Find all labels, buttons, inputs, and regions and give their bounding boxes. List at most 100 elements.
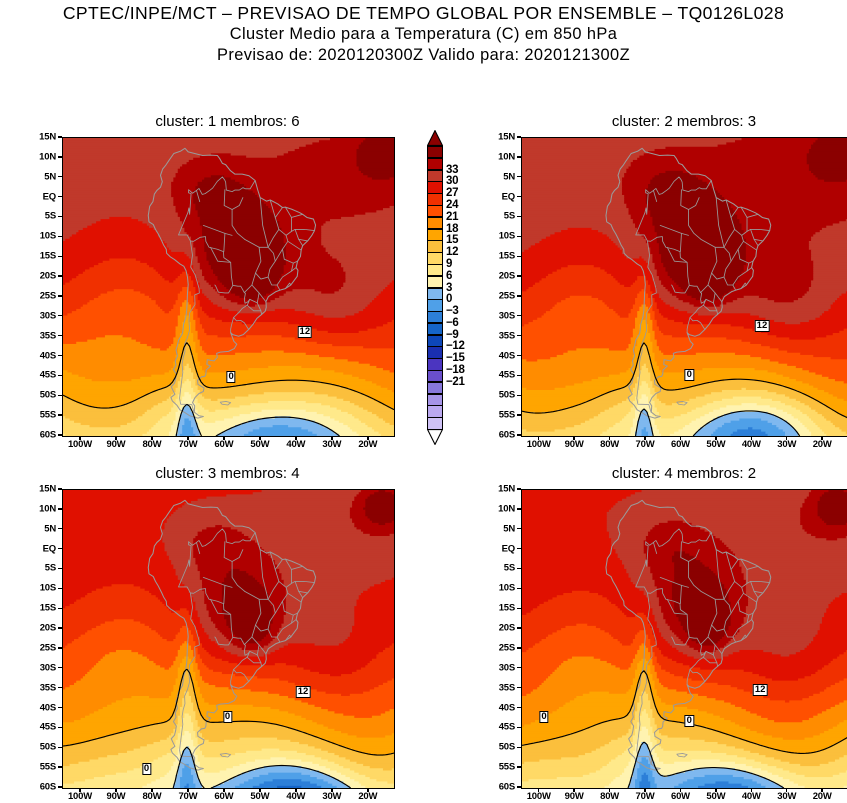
x-axis-label: 30W	[322, 791, 342, 802]
plot-area-cluster-2[interactable]	[521, 137, 847, 437]
y-axis-label: 45S	[498, 369, 516, 381]
x-tick	[573, 788, 575, 792]
colorbar-tick-label: 0	[446, 293, 453, 306]
y-axis-label: 25S	[39, 290, 57, 302]
colorbar-band	[427, 417, 443, 430]
y-axis-label: 20S	[498, 270, 516, 282]
y-axis-label: 15N	[498, 483, 515, 495]
y-axis-label: 35S	[39, 330, 57, 342]
colorbar-band	[427, 216, 443, 230]
y-tick	[517, 766, 521, 768]
x-tick	[821, 436, 823, 440]
colorbar-tick-label: 30	[446, 175, 459, 188]
contour-label: 0	[226, 371, 236, 384]
colorbar-band	[427, 370, 443, 383]
y-tick	[58, 334, 62, 337]
colorbar-tick-label: −6	[446, 316, 459, 329]
x-tick	[608, 788, 611, 792]
y-tick	[517, 156, 521, 158]
y-axis-label: 60S	[498, 429, 516, 441]
y-tick	[58, 607, 62, 609]
x-axis-label: 70W	[178, 439, 198, 450]
colorbar-band	[427, 405, 443, 418]
y-tick	[58, 414, 62, 416]
contour-label: 12	[752, 683, 768, 696]
colorbar-band	[427, 381, 443, 395]
x-axis-label: 20W	[358, 791, 378, 802]
colorbar-tick-label: 24	[446, 198, 459, 211]
y-tick	[517, 354, 521, 357]
y-tick	[58, 528, 62, 530]
x-axis-label: 100W	[67, 439, 92, 450]
x-tick	[187, 436, 189, 440]
y-tick	[58, 295, 62, 297]
x-axis-label: 100W	[67, 791, 92, 802]
y-axis-label: 5S	[503, 562, 515, 574]
y-tick	[58, 374, 62, 377]
y-tick	[517, 567, 521, 570]
colorbar-tick-label: 15	[446, 234, 459, 247]
colorbar-band	[427, 204, 443, 218]
x-axis-label: 90W	[564, 791, 584, 802]
y-axis-label: 10S	[39, 230, 57, 242]
x-axis-label: 30W	[322, 439, 342, 450]
y-axis-label: 30S	[39, 662, 57, 674]
x-tick	[750, 788, 753, 792]
y-tick	[517, 607, 521, 609]
y-axis-label: 40S	[39, 702, 57, 714]
x-tick	[187, 788, 189, 792]
colorbar-tick-label: 12	[446, 246, 459, 259]
y-axis-label: 55S	[498, 761, 516, 773]
y-axis-label: 30S	[498, 662, 516, 674]
contour-label: 0	[684, 369, 694, 382]
y-axis-label: 60S	[39, 781, 57, 793]
x-tick	[786, 436, 788, 440]
x-axis-label: 20W	[812, 439, 832, 450]
y-axis-label: 10S	[498, 230, 516, 242]
y-axis-label: 5N	[44, 523, 56, 535]
x-tick	[786, 788, 788, 792]
x-axis-label: 90W	[564, 439, 584, 450]
colorbar-band	[427, 393, 443, 407]
y-axis-label: 10N	[39, 503, 56, 515]
temperature-field-cluster-4	[522, 490, 847, 788]
plot-area-cluster-4[interactable]	[521, 489, 847, 789]
colorbar-tick-label: 33	[446, 163, 459, 176]
y-tick	[58, 434, 62, 436]
colorbar-tick-label: −12	[446, 340, 465, 353]
y-tick	[517, 686, 521, 689]
colorbar-band	[427, 287, 443, 300]
x-tick	[79, 436, 81, 440]
plot-area-cluster-3[interactable]	[62, 489, 395, 789]
x-tick	[538, 788, 540, 792]
plot-area-cluster-1[interactable]	[62, 137, 395, 437]
x-tick	[679, 436, 682, 440]
y-axis-label: 40S	[498, 702, 516, 714]
x-tick	[644, 436, 646, 440]
y-axis-label: 50S	[498, 389, 516, 401]
y-tick	[517, 528, 521, 530]
y-axis-label: 45S	[39, 369, 57, 381]
x-axis-label: 50W	[706, 439, 726, 450]
y-axis-label: 5N	[503, 171, 515, 183]
y-axis-label: 30S	[498, 310, 516, 322]
header-line-validity: Previsao de: 2020120300Z Valido para: 20…	[217, 46, 630, 64]
x-axis-label: 60W	[214, 439, 234, 450]
y-axis-label: 10N	[498, 503, 515, 515]
y-tick	[517, 587, 521, 590]
y-axis-label: 55S	[39, 761, 57, 773]
x-tick	[115, 788, 117, 792]
y-axis-label: 10N	[39, 151, 56, 163]
panel-title-cluster-1: cluster: 1 membros: 6	[155, 113, 300, 130]
x-tick	[608, 436, 611, 440]
y-tick	[58, 508, 62, 510]
x-axis-label: 70W	[178, 791, 198, 802]
colorbar-tick-label: 27	[446, 187, 459, 200]
x-tick	[573, 436, 575, 440]
x-axis-label: 70W	[635, 791, 655, 802]
y-tick	[517, 195, 521, 198]
x-axis-label: 20W	[812, 791, 832, 802]
x-axis-label: 50W	[250, 439, 270, 450]
y-tick	[58, 195, 62, 198]
